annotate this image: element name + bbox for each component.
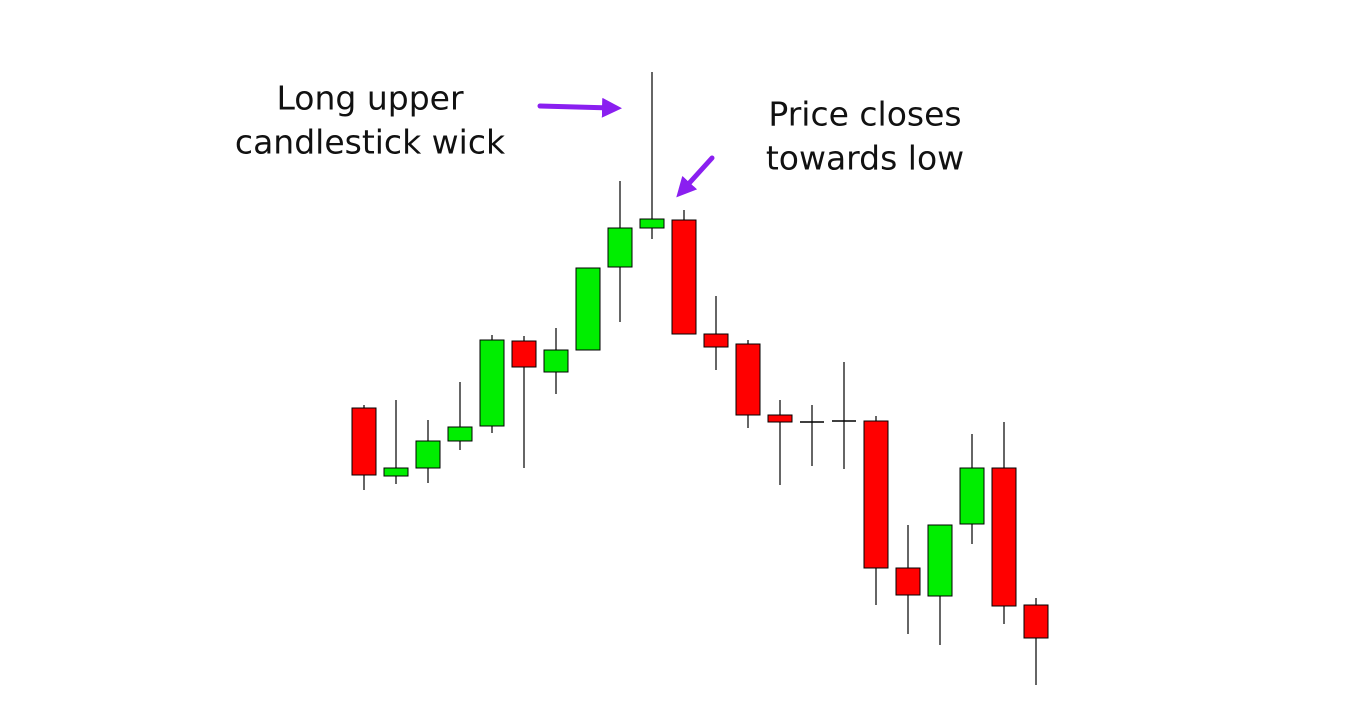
candle-body <box>511 340 537 368</box>
candle-body <box>959 467 985 525</box>
candle-body <box>991 467 1017 607</box>
annotation-text: Long upper <box>276 79 463 118</box>
candle-body <box>767 414 793 423</box>
candle-body <box>383 467 409 477</box>
candle-body <box>543 349 569 373</box>
annotation-arrow <box>676 155 715 198</box>
annotation-text: towards low <box>766 139 964 178</box>
candle-body <box>639 218 665 229</box>
candle-body <box>607 227 633 268</box>
annotation-text: candlestick wick <box>235 123 506 162</box>
annotation-text: Price closes <box>768 95 961 134</box>
candle-body <box>735 343 761 416</box>
candle-body <box>863 420 889 569</box>
candle-body <box>479 339 505 427</box>
candle-body <box>575 267 601 351</box>
candle-body <box>703 333 729 348</box>
candle-body <box>927 524 953 597</box>
annotation-arrow <box>537 97 622 118</box>
candle-body <box>671 219 697 335</box>
candle-body <box>895 567 921 596</box>
candle-body <box>415 440 441 469</box>
candle-body <box>351 407 377 476</box>
candle-body <box>1023 604 1049 639</box>
candle-body <box>447 426 473 442</box>
